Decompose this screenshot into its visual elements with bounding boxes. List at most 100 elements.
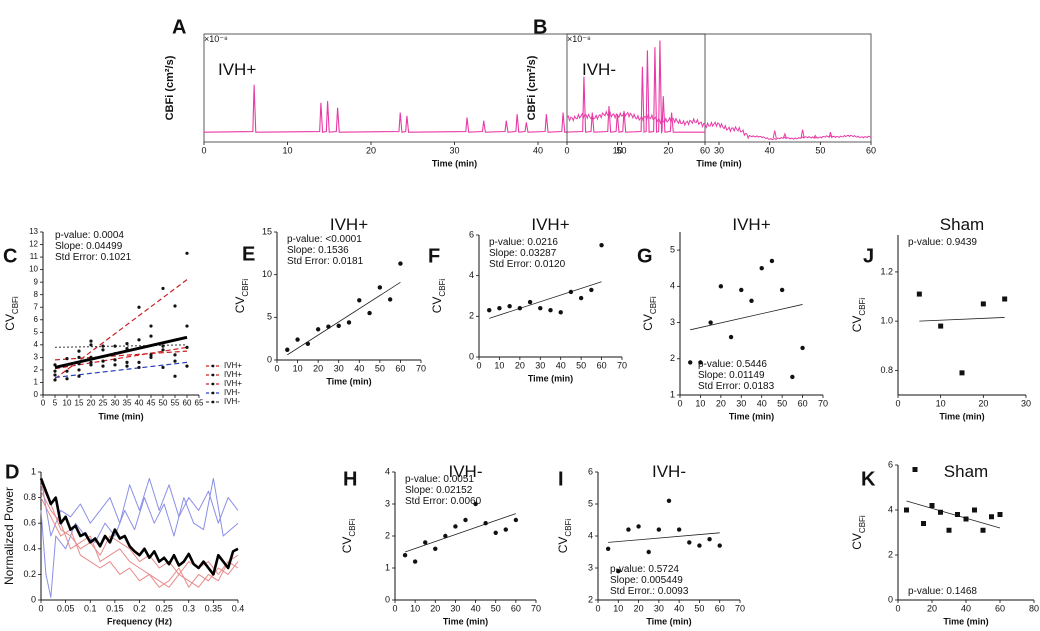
x-tick-label: 0 — [201, 145, 206, 155]
legend-label: IVH+ — [224, 361, 242, 370]
data-point — [89, 343, 93, 347]
x-tick-label: 60 — [866, 145, 876, 155]
x-tick-label: 60 — [798, 398, 808, 408]
data-point — [568, 289, 574, 295]
data-point — [963, 516, 969, 522]
data-point — [412, 559, 418, 564]
stats-line: Slope: 0.01149 — [698, 370, 765, 381]
x-tick-label: 0 — [595, 603, 600, 613]
y-tick-label: 2 — [670, 353, 675, 363]
x-tick-label: 10 — [410, 603, 420, 613]
data-point — [173, 374, 177, 378]
x-axis-label: Time (min) — [443, 616, 488, 626]
fit-line — [489, 281, 602, 319]
legend-label: IVH+ — [224, 379, 242, 388]
y-tick-label: 3 — [385, 498, 390, 508]
panel-letter: K — [861, 469, 876, 491]
panel-h: H IVH- 0 10 20 30 40 50 60 70 0 1 2 3 4 Time (min) CVCBF… — [340, 462, 541, 626]
data-point — [89, 355, 93, 359]
data-point — [687, 540, 692, 545]
x-tick-label: 60 — [511, 603, 521, 613]
x-tick-label: 0 — [38, 603, 43, 613]
data-point — [65, 377, 69, 381]
y-axis-label-subscript: CBFi — [241, 279, 250, 297]
y-axis-label: CVCBFi — [233, 279, 250, 314]
stats-line: Std Error: 0.0183 — [698, 381, 775, 392]
data-point — [367, 310, 372, 316]
x-tick-label: 20 — [634, 603, 644, 613]
x-tick-label: 50 — [375, 363, 385, 373]
x-tick-label: 20 — [978, 398, 988, 408]
x-axis-label: Time (min) — [432, 158, 477, 168]
stats-line: Std Error.: 0.0093 — [610, 586, 689, 597]
data-point — [125, 360, 129, 364]
data-point — [800, 345, 805, 351]
y-tick-label: 0 — [34, 390, 39, 399]
x-tick-label: 0.2 — [133, 603, 146, 613]
x-tick-label: 0 — [476, 360, 481, 370]
x-tick-label: 50 — [576, 360, 586, 370]
panel-letter: A — [172, 17, 186, 39]
panel-c: C0 5 10 15 20 25 30 35 40 45 50 55 60 650123456789101… — [3, 227, 242, 421]
stats-line: Slope: 0.005449 — [610, 575, 683, 586]
data-point — [779, 287, 785, 293]
y-axis-label: CVCBFi — [340, 519, 357, 554]
data-point — [53, 373, 57, 377]
data-point — [718, 284, 724, 289]
data-point — [997, 512, 1003, 517]
panel-letter: F — [428, 246, 440, 268]
x-axis-label: Time (min) — [98, 411, 143, 421]
y-axis-label-subscript: CBFi — [564, 519, 573, 537]
y-tick-label: 1 — [670, 389, 675, 399]
panel-a: A 0 10 20 30 40 50 60 Time (min) CBFi (cm²/s) ×10⁻… — [164, 17, 710, 169]
regression-line — [54, 344, 188, 348]
x-tick-label: 30 — [111, 399, 120, 408]
legend-marker — [211, 364, 215, 368]
data-point — [666, 498, 672, 503]
data-point — [929, 503, 935, 508]
data-point — [89, 339, 93, 343]
panel-j: J Sham 0 10 20 30 0.8 1.0 1.2 Time (min) CVCBFi p-v… — [850, 215, 1031, 421]
data-point — [326, 324, 331, 329]
data-point — [402, 553, 408, 558]
data-point — [790, 374, 795, 380]
y-tick-label: 10 — [262, 269, 272, 279]
x-tick-label: 0 — [274, 363, 279, 373]
y-axis-label-subscript: CBFi — [858, 298, 867, 316]
data-point — [513, 517, 519, 523]
data-point — [185, 324, 189, 328]
data-point — [161, 365, 165, 370]
data-point — [173, 359, 177, 363]
axis-exponent: ×10⁻⁸ — [204, 34, 228, 44]
data-point — [357, 298, 362, 303]
y-tick-label: 0 — [469, 351, 474, 361]
data-point — [137, 338, 141, 342]
data-point — [295, 337, 300, 342]
data-point — [517, 306, 523, 311]
data-point — [946, 527, 952, 533]
data-point — [387, 297, 393, 302]
data-point — [1002, 296, 1008, 302]
data-point — [921, 521, 926, 526]
data-point — [938, 509, 943, 515]
x-tick-label: 40 — [556, 360, 566, 370]
data-point — [548, 308, 553, 313]
data-point — [101, 359, 105, 363]
y-tick-label: 12 — [29, 240, 38, 249]
data-point — [676, 527, 682, 532]
legend-marker — [211, 400, 215, 404]
data-point — [65, 357, 69, 361]
data-point — [980, 301, 986, 307]
legend-marker — [211, 373, 215, 377]
data-point — [904, 507, 909, 513]
y-axis-label-subscript: CBFi — [858, 515, 867, 533]
stats-line: Std Error: 0.0060 — [405, 496, 482, 507]
data-point — [646, 549, 651, 555]
data-point — [980, 527, 986, 533]
data-point — [53, 363, 57, 367]
stats-line: Std Error: 0.0181 — [287, 256, 364, 267]
panel-letter: C — [3, 246, 17, 268]
data-point — [739, 287, 744, 293]
data-point — [161, 344, 165, 348]
x-tick-label: 0.35 — [205, 603, 223, 613]
